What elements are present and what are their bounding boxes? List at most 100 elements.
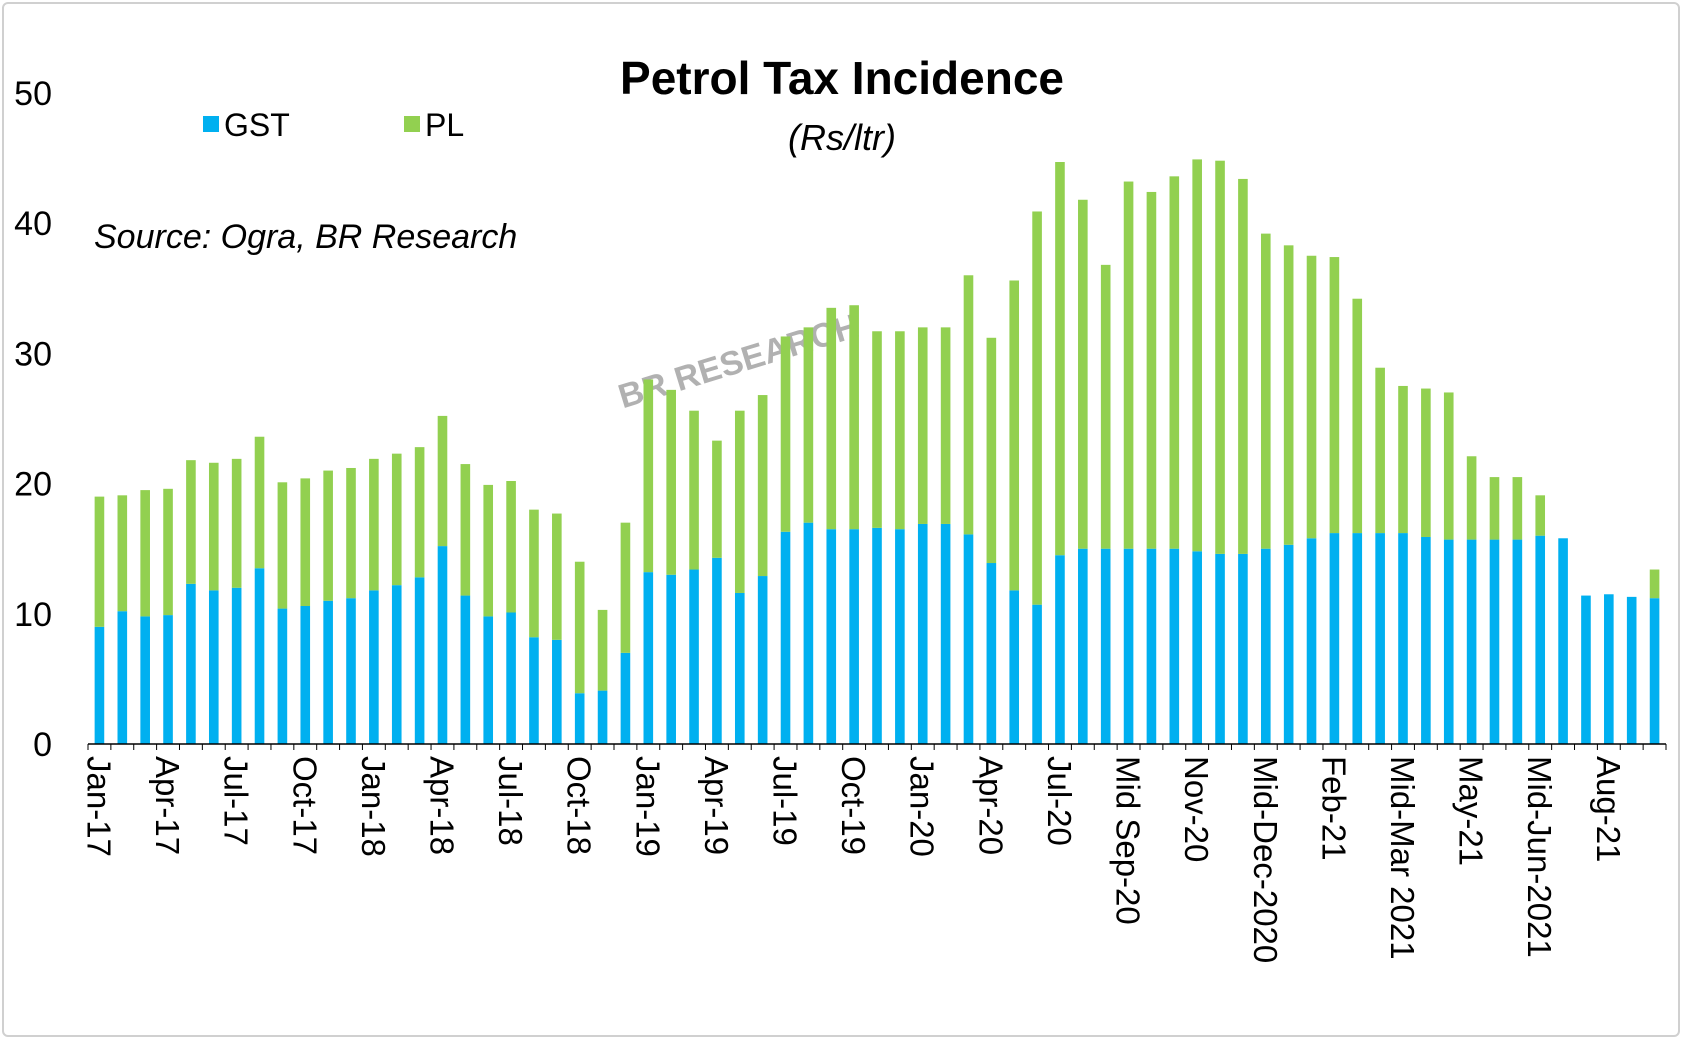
bar-gst-24 [643,572,654,744]
x-tick-label: Jul-19 [767,756,804,846]
bar-gst-33 [849,529,859,744]
y-tick-label: 30 [14,335,52,373]
bar-pl-34 [872,331,882,528]
bar-pl-5 [208,462,219,591]
bar-pl-56 [1375,367,1385,534]
x-tick-label: Apr-20 [972,756,1009,855]
x-tick-label: Feb-21 [1315,756,1352,861]
bar-gst-13 [391,585,402,744]
bar-gst-28 [734,592,745,744]
bar-gst-47 [1169,548,1180,744]
x-tick-label: Mid-Dec-2020 [1247,756,1284,963]
bar-pl-19 [529,509,539,638]
bar-pl-35 [895,331,905,530]
bar-gst-14 [414,577,425,744]
x-tick-label: Apr-17 [149,756,186,855]
bar-gst-22 [597,690,608,744]
bar-gst-50 [1238,553,1248,744]
bar-pl-37 [940,327,951,524]
bar-gst-3 [163,615,173,744]
bar-gst-42 [1055,555,1065,744]
bar-gst-54 [1329,533,1340,744]
x-tick-label: Jan-17 [80,756,117,857]
y-tick-label: 50 [14,75,52,113]
bar-gst-9 [300,605,311,744]
bar-pl-4 [186,460,196,584]
bar-gst-8 [277,608,288,744]
bar-pl-30 [780,336,791,532]
bar-gst-65 [1581,595,1591,744]
bar-pl-17 [483,484,494,617]
bar-pl-49 [1215,160,1225,554]
bar-gst-37 [940,523,951,744]
chart-subtitle: (Rs/ltr) [788,117,896,158]
bar-pl-25 [666,389,676,575]
bar-pl-36 [917,327,928,524]
bar-gst-56 [1375,533,1385,744]
bar-gst-64 [1558,538,1568,744]
bar-gst-51 [1260,548,1271,744]
bar-gst-44 [1100,548,1111,744]
bar-pl-50 [1238,178,1248,554]
legend-label-gst: GST [224,107,290,143]
bar-pl-13 [391,453,402,586]
x-tick-label: Jan-19 [629,756,666,857]
source-note: Source: Ogra, BR Research [94,218,517,256]
bar-gst-59 [1443,539,1454,744]
x-tick-label: Mid Sep-20 [1110,756,1147,925]
bar-pl-27 [712,440,722,558]
x-tick-label: Jan-18 [355,756,392,857]
legend-swatch-gst [203,116,219,132]
bar-gst-12 [369,590,379,744]
x-tick-label: Nov-20 [1178,756,1215,862]
x-tick-label: Mid-Mar 2021 [1384,756,1421,960]
bar-gst-66 [1604,594,1614,744]
x-tick-label: Mid-Jun-2021 [1521,756,1558,958]
bar-gst-30 [780,531,791,744]
bar-gst-1 [117,611,128,744]
bar-gst-43 [1078,548,1088,744]
bar-gst-49 [1215,553,1225,744]
bar-pl-31 [803,327,814,523]
bar-gst-36 [917,523,928,744]
bar-pl-0 [94,496,105,627]
legend-swatch-pl [404,116,420,132]
bar-gst-6 [231,587,242,744]
x-tick-label: Oct-17 [286,756,323,855]
bar-gst-5 [208,590,219,744]
bar-gst-48 [1192,551,1202,744]
bar-pl-38 [963,275,974,535]
bar-gst-15 [437,546,448,744]
bar-pl-33 [849,305,859,530]
bar-gst-57 [1398,533,1408,744]
bar-pl-14 [414,447,425,578]
bar-gst-11 [346,598,356,744]
bar-pl-51 [1260,233,1271,549]
bar-pl-10 [323,470,333,601]
x-tick-label: Jul-17 [218,756,255,846]
x-tick-label: Jan-20 [904,756,941,857]
bar-pl-62 [1512,477,1523,540]
bar-pl-41 [1032,211,1042,605]
bar-pl-18 [506,481,516,613]
bar-pl-54 [1329,257,1340,534]
bar-pl-6 [231,458,242,588]
bar-pl-32 [826,307,837,530]
chart-title: Petrol Tax Incidence [620,52,1064,104]
bar-pl-53 [1306,255,1317,539]
bar-pl-23 [620,522,631,653]
bar-pl-20 [552,513,562,640]
bar-pl-3 [163,488,173,616]
bar-pl-55 [1352,298,1363,534]
bar-gst-31 [803,522,814,744]
bar-gst-55 [1352,533,1363,744]
bar-gst-63 [1535,535,1546,744]
bar-pl-61 [1489,477,1500,540]
bar-gst-61 [1489,539,1500,744]
y-tick-label: 40 [14,205,52,243]
bar-gst-60 [1466,539,1477,744]
legend-label-pl: PL [425,107,464,143]
bar-pl-59 [1443,392,1454,540]
bar-pl-24 [643,379,654,573]
